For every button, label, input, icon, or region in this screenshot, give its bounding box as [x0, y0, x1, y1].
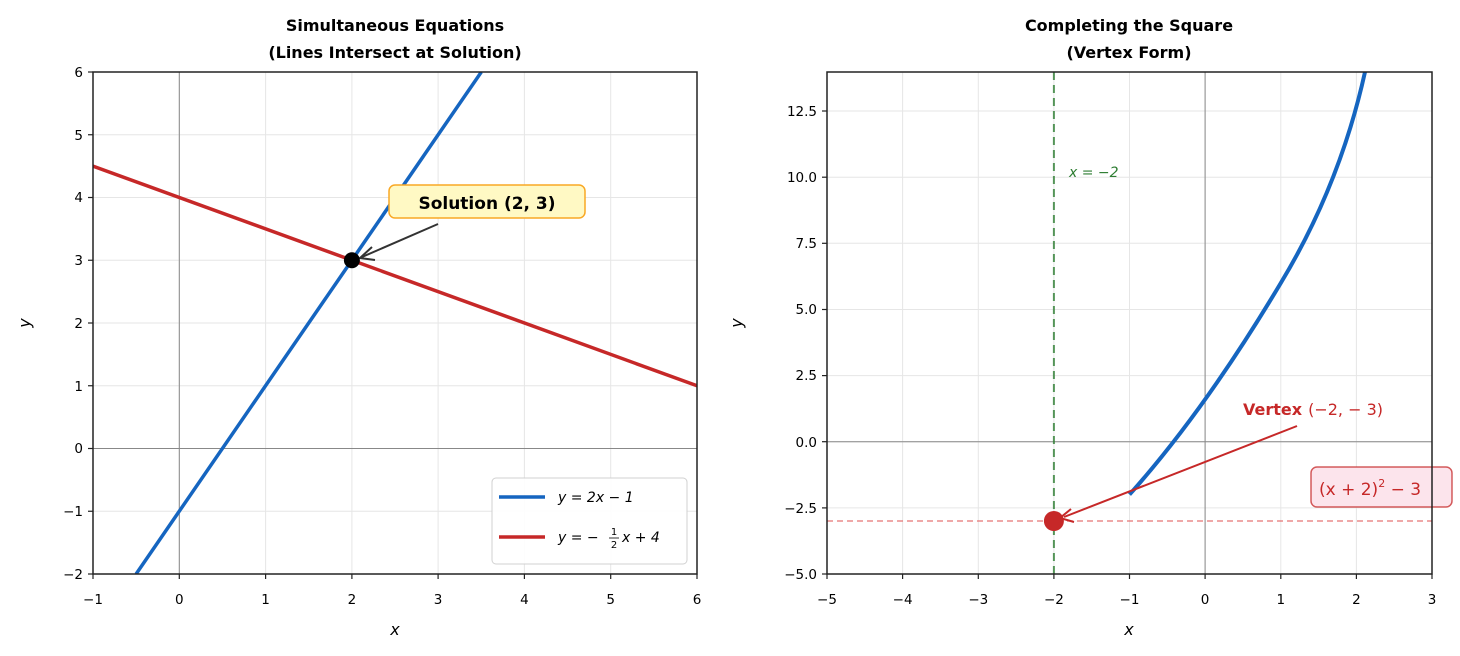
svg-text:−2.5: −2.5 — [784, 501, 817, 517]
solution-arrow — [361, 223, 439, 258]
right-x-tick-labels: −5 −4 −3 −2 −1 0 1 2 3 — [817, 592, 1436, 608]
svg-text:0: 0 — [1201, 592, 1210, 608]
right-y-tick-labels: 12.5 10.0 7.5 5.0 2.5 0.0 −2.5 −5.0 — [784, 104, 817, 583]
solution-point — [343, 252, 360, 269]
svg-text:−5.0: −5.0 — [784, 567, 817, 583]
vertex-annotation-bold: Vertex — [1243, 400, 1303, 419]
svg-text:2: 2 — [74, 316, 83, 332]
legend-label-line2-prefix: y = − — [557, 530, 599, 546]
left-y-tick-marks — [88, 71, 93, 575]
svg-text:0.0: 0.0 — [796, 435, 817, 451]
right-x-tick-marks — [826, 574, 1433, 579]
right-chart: Completing the Square (Vertex Form) x = … — [727, 16, 1453, 639]
svg-text:6: 6 — [693, 592, 702, 608]
legend-label-line1: y = 2x − 1 — [557, 490, 634, 506]
line-y-2x-minus-1 — [134, 72, 483, 574]
right-title-line2: (Vertex Form) — [1066, 43, 1191, 62]
svg-text:3: 3 — [74, 253, 83, 269]
legend-box — [491, 477, 688, 565]
legend-frac-denominator: 2 — [611, 540, 617, 551]
svg-text:1: 1 — [261, 592, 270, 608]
solution-annotation-text: Solution (2, 3) — [418, 194, 555, 214]
vertex-form-exponent: 2 — [1378, 477, 1385, 490]
svg-text:2: 2 — [1352, 592, 1361, 608]
svg-text:−3: −3 — [968, 592, 988, 608]
svg-text:5: 5 — [606, 592, 615, 608]
svg-text:1: 1 — [74, 379, 83, 395]
svg-text:12.5: 12.5 — [787, 104, 817, 120]
svg-text:6: 6 — [74, 65, 83, 81]
vertex-form-text: (x + 2)2 − 3 — [1319, 477, 1421, 500]
vertex-point — [1043, 511, 1064, 531]
vertex-form-base: (x + 2) — [1319, 480, 1378, 500]
solution-annotation-box — [388, 184, 586, 219]
svg-text:−1: −1 — [83, 592, 103, 608]
axis-of-symmetry-label: x = −2 — [1068, 165, 1119, 181]
solution-arrowhead — [357, 246, 376, 261]
svg-text:0: 0 — [175, 592, 184, 608]
svg-text:−1: −1 — [1120, 592, 1140, 608]
left-title-line1: Simultaneous Equations — [286, 16, 504, 35]
left-x-axis-label: x — [389, 620, 400, 639]
vertex-form-tail: − 3 — [1385, 480, 1421, 500]
svg-text:−2: −2 — [1044, 592, 1064, 608]
svg-text:7.5: 7.5 — [796, 236, 817, 252]
svg-text:10.0: 10.0 — [787, 170, 817, 186]
svg-text:0: 0 — [74, 441, 83, 457]
svg-text:−4: −4 — [893, 592, 913, 608]
right-x-axis-label: x — [1123, 620, 1134, 639]
right-y-tick-marks — [822, 110, 827, 575]
svg-text:−5: −5 — [817, 592, 837, 608]
svg-text:2.5: 2.5 — [796, 368, 817, 384]
svg-text:4: 4 — [74, 190, 83, 206]
left-legend: y = 2x − 1 y = − 1 2 x + 4 — [491, 477, 688, 565]
svg-text:5: 5 — [74, 128, 83, 144]
svg-text:−2: −2 — [63, 567, 83, 583]
svg-text:5.0: 5.0 — [796, 302, 817, 318]
svg-text:1: 1 — [1277, 592, 1286, 608]
left-x-tick-marks — [92, 574, 698, 579]
svg-text:3: 3 — [434, 592, 443, 608]
left-y-axis-label: y — [15, 318, 34, 329]
left-y-tick-labels: 6 5 4 3 2 1 0 −1 −2 — [63, 65, 83, 583]
vertex-annotation: Vertex (−2, − 3) — [1243, 400, 1383, 419]
parabola-curve — [1128, 72, 1367, 496]
line-y-neg-half-x-plus-4 — [93, 164, 697, 388]
vertex-annotation-coords: (−2, − 3) — [1308, 400, 1383, 419]
right-title-line1: Completing the Square — [1025, 16, 1233, 35]
left-x-tick-labels: −1 0 1 2 3 4 5 6 — [83, 592, 701, 608]
legend-frac-numerator: 1 — [611, 527, 617, 538]
vertex-form-box — [1310, 466, 1453, 508]
svg-text:3: 3 — [1428, 592, 1437, 608]
svg-text:2: 2 — [348, 592, 357, 608]
vertex-arrow — [1063, 425, 1298, 518]
left-chart: Simultaneous Equations (Lines Intersect … — [15, 16, 701, 639]
left-title-line2: (Lines Intersect at Solution) — [268, 43, 521, 62]
right-y-axis-label: y — [727, 318, 746, 329]
svg-text:4: 4 — [520, 592, 529, 608]
legend-label-line2-suffix: x + 4 — [621, 530, 660, 546]
svg-text:−1: −1 — [63, 504, 83, 520]
